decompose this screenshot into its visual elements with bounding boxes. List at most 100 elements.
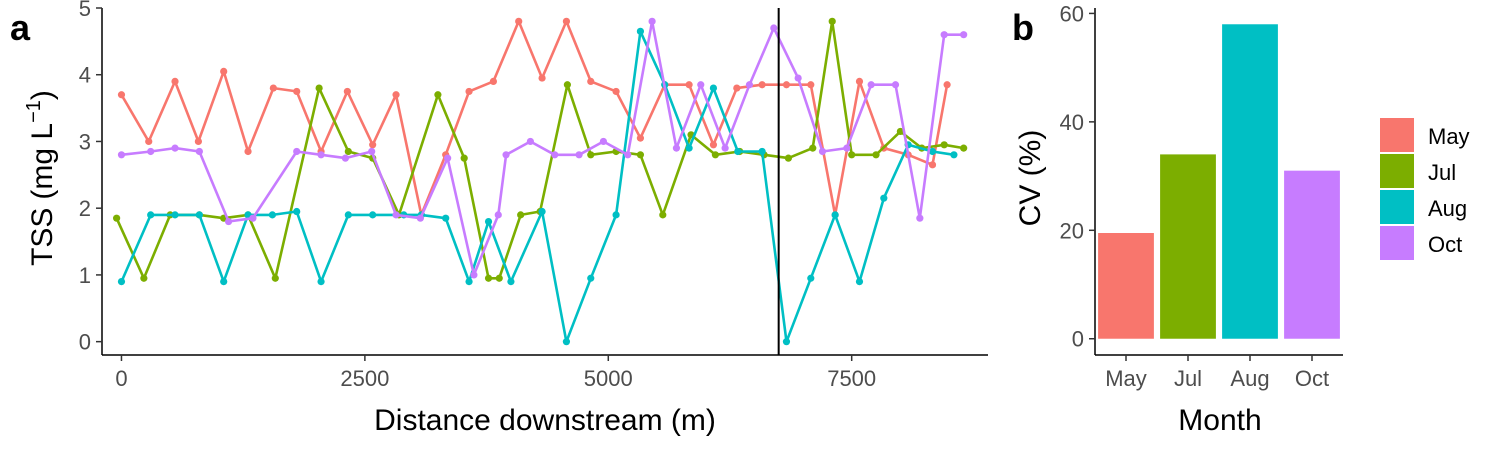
a-x-tick-label: 7500 <box>827 366 876 391</box>
a-y-title-unit: (mg L <box>26 123 59 200</box>
a-point-aug <box>195 211 203 219</box>
a-point-oct <box>494 211 502 219</box>
a-point-oct <box>940 31 948 39</box>
a-point-may <box>685 81 693 89</box>
a-point-aug <box>442 214 450 222</box>
b-bar-aug <box>1222 24 1278 339</box>
a-point-oct <box>770 24 778 32</box>
b-x-tick-label: Aug <box>1230 366 1269 391</box>
a-point-aug <box>268 211 276 219</box>
legend-label: May <box>1428 124 1470 149</box>
b-x-axis-title: Month <box>1178 404 1261 437</box>
a-point-oct <box>672 144 681 152</box>
a-point-oct <box>444 154 452 162</box>
a-point-may <box>587 77 595 86</box>
a-point-may <box>194 137 202 146</box>
a-point-aug <box>507 277 515 286</box>
panel-b-bar-chart: May Jul Aug Oct 0 20 40 60 Month CV (%) May Jul… <box>1014 1 1470 437</box>
a-series-lines <box>113 17 968 346</box>
a-point-aug <box>147 211 155 219</box>
a-point-oct <box>551 151 559 159</box>
a-y-tick-label: 4 <box>79 63 91 88</box>
legend-swatch <box>1380 226 1414 260</box>
a-point-may <box>807 81 815 89</box>
a-y-tick-label: 0 <box>79 330 91 355</box>
a-point-oct <box>526 137 534 146</box>
legend-item-oct: Oct <box>1380 226 1462 260</box>
legend-label: Aug <box>1428 196 1467 221</box>
a-point-jul <box>960 144 968 152</box>
a-line-may <box>120 19 949 217</box>
panel-b-letter: b <box>1012 7 1034 48</box>
a-point-jul <box>587 151 595 159</box>
a-point-jul <box>271 274 279 282</box>
legend-label: Jul <box>1428 160 1456 185</box>
a-point-oct <box>648 17 656 25</box>
a-point-aug <box>950 151 958 159</box>
a-point-jul <box>711 151 719 159</box>
a-x-axis-title: Distance downstream (m) <box>374 404 716 437</box>
a-point-jul <box>113 214 121 222</box>
a-y-ticks: 0 1 2 3 4 5 <box>79 0 102 355</box>
a-point-oct <box>843 144 851 152</box>
a-point-aug <box>782 338 791 346</box>
b-y-axis-title: CV (%) <box>1014 130 1047 227</box>
a-point-oct <box>794 74 802 82</box>
b-bar-may <box>1098 233 1154 339</box>
a-point-oct <box>624 151 632 159</box>
b-x-tick-label: May <box>1105 366 1147 391</box>
a-point-aug <box>220 277 228 286</box>
a-point-oct <box>341 154 350 162</box>
a-point-oct <box>470 271 478 279</box>
b-y-tick-label: 0 <box>1072 327 1084 352</box>
a-y-tick-label: 3 <box>79 129 91 154</box>
a-point-oct <box>392 211 400 219</box>
a-point-may <box>465 87 473 96</box>
a-point-may <box>343 87 351 96</box>
a-point-aug <box>855 277 864 286</box>
a-point-oct <box>916 214 924 222</box>
a-x-tick-label: 0 <box>115 366 127 391</box>
a-point-jul <box>315 84 323 92</box>
b-y-tick-label: 40 <box>1060 110 1084 135</box>
a-y-tick-label: 1 <box>79 263 91 288</box>
a-point-oct <box>599 137 608 146</box>
panel-a-letter: a <box>10 7 31 48</box>
a-x-ticks: 0 2500 5000 7500 <box>115 355 876 391</box>
a-point-may <box>117 91 126 99</box>
a-point-may <box>943 81 951 89</box>
a-point-aug <box>344 211 352 219</box>
a-point-oct <box>416 214 424 222</box>
a-point-may <box>489 77 497 86</box>
b-bar-jul <box>1160 154 1216 339</box>
a-point-aug <box>117 277 126 286</box>
b-legend: May Jul Aug Oct <box>1380 118 1470 260</box>
a-point-aug <box>562 338 571 346</box>
a-point-oct <box>867 81 875 89</box>
a-y-tick-label: 5 <box>79 0 91 21</box>
a-point-may <box>369 141 377 149</box>
a-point-aug <box>465 277 473 286</box>
a-point-may <box>782 81 791 89</box>
a-point-may <box>612 87 620 96</box>
a-point-may <box>855 77 864 86</box>
a-point-may <box>928 161 937 169</box>
a-y-title-close: ) <box>26 90 59 100</box>
a-point-jul <box>896 127 904 136</box>
a-point-jul <box>434 91 442 99</box>
legend-item-jul: Jul <box>1380 154 1456 188</box>
a-point-oct <box>195 147 203 156</box>
legend-item-may: May <box>1380 118 1470 152</box>
a-point-may <box>171 77 179 86</box>
a-point-jul <box>484 274 493 282</box>
a-point-aug <box>734 147 742 156</box>
a-point-oct <box>224 217 233 226</box>
a-series-aug <box>117 27 958 346</box>
a-point-aug <box>880 194 888 202</box>
a-point-aug <box>484 217 493 226</box>
a-x-tick-label: 5000 <box>584 366 633 391</box>
a-point-aug <box>685 144 693 152</box>
a-point-may <box>220 67 228 75</box>
a-point-aug <box>171 211 179 219</box>
